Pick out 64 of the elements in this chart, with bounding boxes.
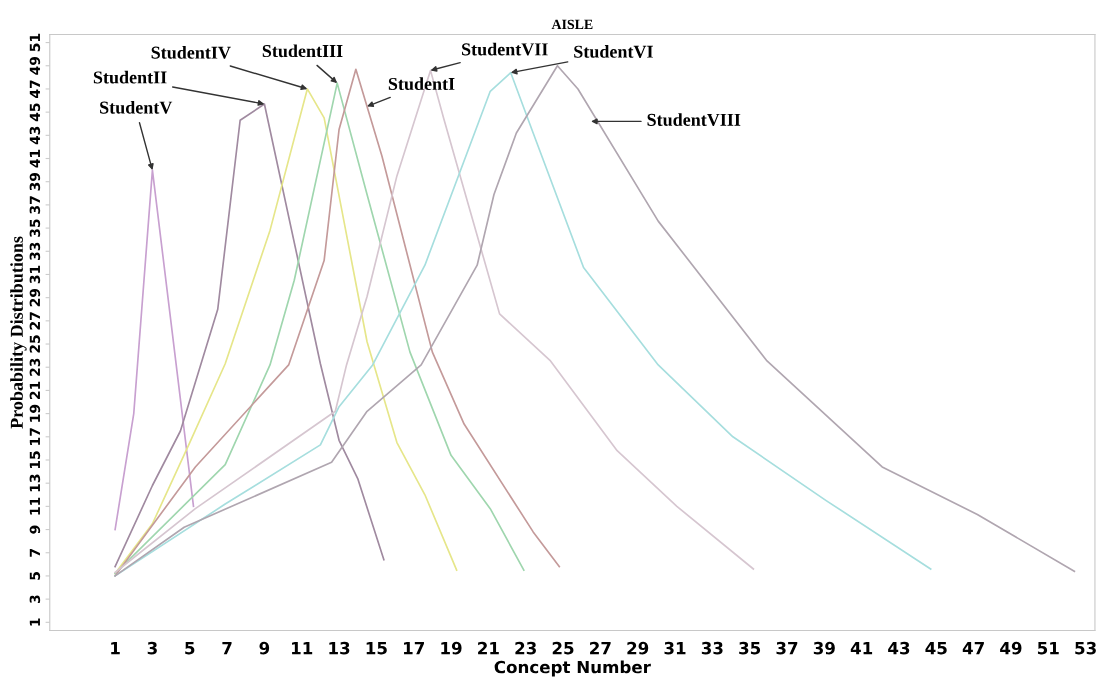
- x-tick-label: 23: [515, 641, 536, 655]
- y-tick-label: 47: [29, 80, 40, 98]
- x-tick-label: 29: [627, 641, 649, 655]
- x-tick-label: 1: [111, 642, 120, 655]
- x-tick-label: 53: [1075, 641, 1096, 655]
- annotation: StudentVI: [574, 45, 653, 58]
- x-tick-label: 17: [404, 642, 424, 655]
- y-tick-label: 35: [29, 219, 41, 237]
- x-tick-label: 45: [925, 642, 947, 655]
- y-tick-label: 39: [29, 172, 41, 191]
- x-tick-label: 7: [222, 642, 232, 655]
- y-tick-label: 37: [29, 196, 41, 214]
- y-axis-title: Probability Distributions: [10, 236, 27, 429]
- annotation: StudentVIII: [647, 113, 741, 127]
- x-tick-label: 13: [329, 641, 350, 655]
- annotation: StudentII: [93, 70, 167, 84]
- chart-title: AISLE: [551, 19, 593, 30]
- y-tick-label: 49: [29, 56, 41, 75]
- y-tick-label: 9: [29, 525, 41, 534]
- y-tick-label: 23: [29, 358, 41, 376]
- x-tick-label: 11: [292, 642, 313, 655]
- x-tick-label: 19: [441, 641, 462, 655]
- annotation: StudentIV: [151, 46, 231, 59]
- x-tick-label: 49: [1000, 641, 1022, 655]
- x-tick-label: 39: [813, 641, 835, 655]
- y-tick-label: 15: [29, 451, 41, 469]
- x-tick-label: 43: [888, 641, 910, 655]
- y-tick-label: 5: [29, 572, 41, 580]
- y-tick-label: 29: [29, 288, 41, 307]
- x-tick-label: 27: [590, 641, 611, 655]
- y-tick-label: 19: [29, 404, 41, 422]
- x-tick-label: 51: [1037, 642, 1059, 655]
- y-tick-label: 1: [29, 618, 40, 626]
- x-tick-label: 9: [259, 641, 270, 655]
- x-tick-label: 21: [478, 641, 499, 655]
- y-tick-label: 51: [29, 33, 41, 52]
- annotation: StudentI: [388, 77, 455, 91]
- x-axis-title: Concept Number: [494, 660, 651, 677]
- y-tick-label: 17: [29, 428, 40, 445]
- annotation: StudentV: [100, 100, 173, 114]
- x-tick-label: 33: [701, 641, 723, 655]
- y-tick-label: 45: [29, 103, 41, 122]
- x-tick-label: 25: [552, 641, 574, 655]
- x-tick-label: 15: [366, 642, 387, 655]
- y-tick-label: 13: [29, 474, 41, 492]
- y-tick-label: 7: [29, 549, 40, 557]
- y-tick-label: 41: [29, 149, 40, 168]
- annotation: StudentIII: [262, 44, 343, 58]
- x-tick-label: 3: [147, 641, 157, 655]
- y-tick-label: 43: [29, 126, 41, 145]
- x-tick-label: 35: [739, 641, 761, 655]
- annotation: StudentVII: [462, 42, 548, 56]
- y-tick-label: 25: [29, 335, 41, 353]
- x-tick-label: 5: [185, 642, 195, 655]
- x-tick-label: 37: [776, 641, 798, 655]
- y-tick-label: 27: [29, 312, 40, 330]
- y-tick-label: 31: [29, 265, 41, 284]
- y-tick-label: 21: [29, 381, 40, 399]
- y-tick-label: 33: [29, 242, 41, 261]
- y-tick-label: 11: [29, 497, 40, 515]
- x-tick-label: 47: [962, 642, 984, 655]
- x-tick-label: 41: [850, 642, 873, 655]
- y-tick-label: 3: [29, 595, 41, 604]
- x-tick-label: 31: [664, 641, 686, 655]
